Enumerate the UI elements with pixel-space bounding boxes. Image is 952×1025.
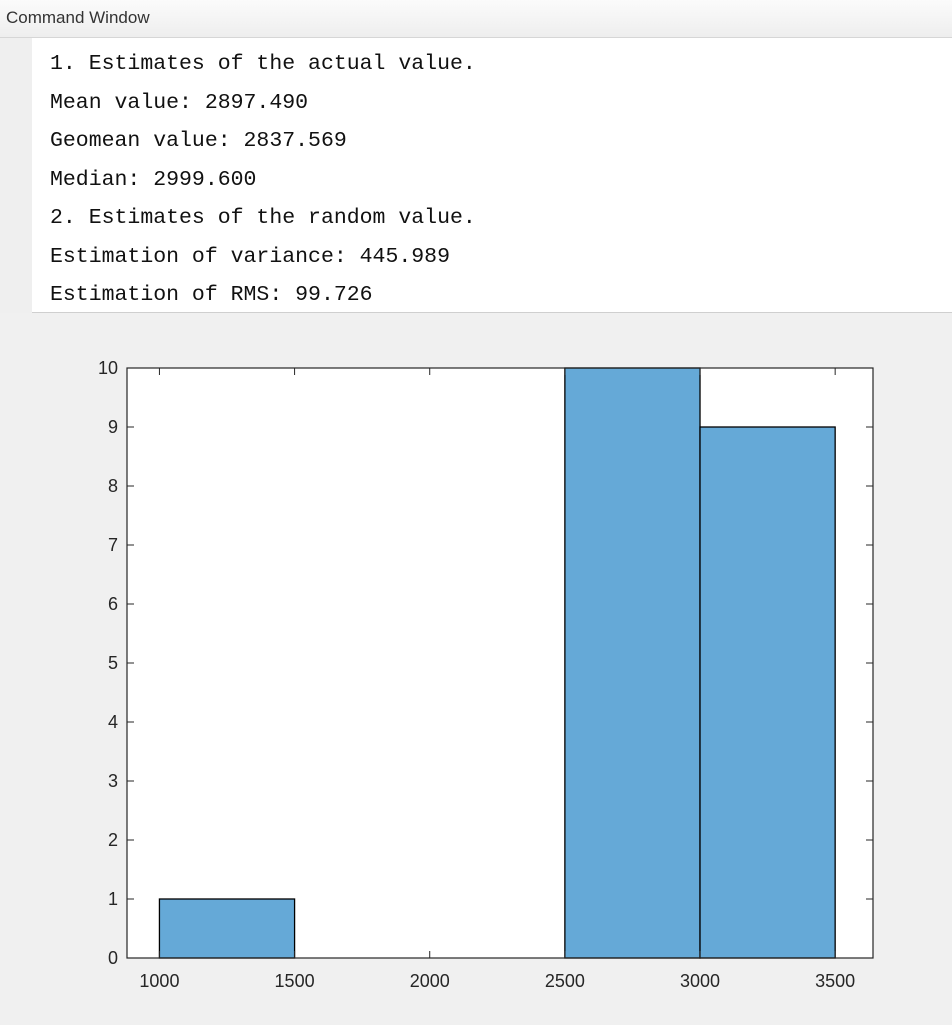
y-tick-label: 3: [108, 771, 118, 791]
command-output-line: Estimation of RMS: 99.726: [50, 283, 373, 307]
y-tick-labels: 0 1 2 3 4 5 6 7 8 9 10: [98, 358, 118, 968]
y-tick-label: 8: [108, 476, 118, 496]
command-output-line: 1. Estimates of the actual value.: [50, 52, 476, 76]
y-tick-label: 10: [98, 358, 118, 378]
command-window-gutter: [0, 38, 32, 313]
axes-box: [126, 367, 874, 959]
y-tick-label: 2: [108, 830, 118, 850]
command-output-line: Mean value: 2897.490: [50, 90, 309, 115]
y-tick-label: 4: [108, 712, 118, 732]
figure-area: 1000 1500 2000 2500 3000 3500 0 1 2 3 4 5 6 7 8 9 10: [0, 313, 952, 1025]
y-tick-label: 5: [108, 653, 118, 673]
bars-group: [158, 367, 836, 959]
x-tick-labels: 1000 1500 2000 2500 3000 3500: [139, 971, 855, 991]
x-tick-label: 3000: [680, 971, 720, 991]
histogram-chart[interactable]: 1000 1500 2000 2500 3000 3500 0 1 2 3 4 5 6 7 8 9 10: [0, 313, 952, 1025]
command-window-output[interactable]: 1. Estimates of the actual value. Mean v…: [32, 38, 952, 313]
histogram-bar: [564, 367, 701, 959]
histogram-bar: [699, 426, 836, 959]
x-tick-label: 1000: [139, 971, 179, 991]
x-tick-label: 2500: [545, 971, 585, 991]
y-tick-label: 9: [108, 417, 118, 437]
command-output-line: 2. Estimates of the random value.: [50, 206, 476, 230]
x-tick-label: 3500: [815, 971, 855, 991]
command-output-line: Geomean value: 2837.569: [50, 129, 347, 153]
command-window-title: Command Window: [6, 8, 150, 27]
command-output-lines: 1. Estimates of the actual value. Mean v…: [50, 45, 476, 315]
command-output-line: Estimation of variance: 445.989: [50, 244, 450, 269]
histogram-bar: [158, 898, 296, 959]
command-window-header: Command Window: [0, 0, 952, 38]
y-tick-label: 6: [108, 594, 118, 614]
y-tick-label: 0: [108, 948, 118, 968]
x-tick-label: 1500: [275, 971, 315, 991]
command-output-line: Median: 2999.600: [50, 167, 257, 192]
y-tick-label: 7: [108, 535, 118, 555]
y-tick-label: 1: [108, 889, 118, 909]
x-tick-label: 2000: [410, 971, 450, 991]
